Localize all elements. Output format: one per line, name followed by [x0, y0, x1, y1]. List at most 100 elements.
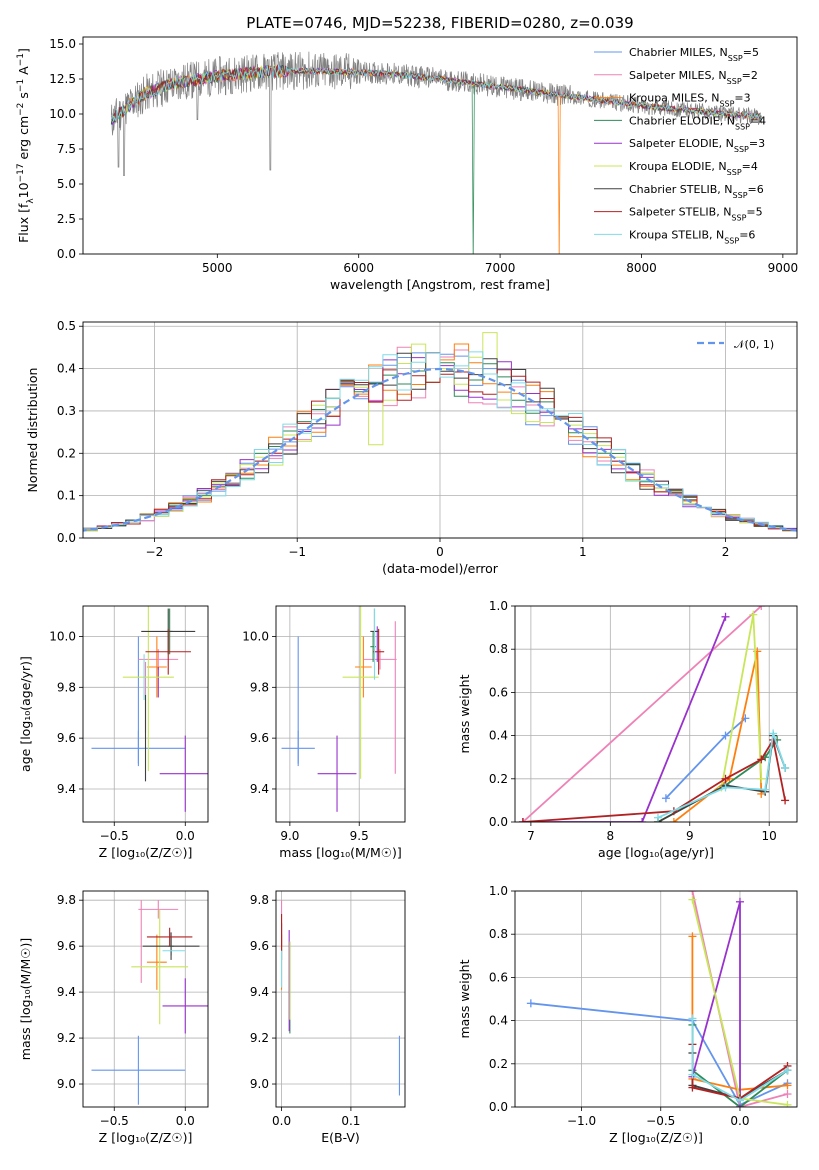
- legend-label-base: Chabrier ELODIE, N: [629, 114, 735, 127]
- axes-frame: [82, 890, 209, 1108]
- y-tick-label: 0.8: [489, 927, 508, 941]
- x-tick-label: 0.0: [730, 1114, 749, 1128]
- y-tick-label: 0.6: [489, 970, 508, 984]
- y-tick-label: 9.8: [250, 893, 269, 907]
- y-tick-label: 9.6: [57, 731, 76, 745]
- mass-vs-extinction-panel: 0.0 0.1 9.0 9.2 9.4 9.6 9.8 E(B-V): [250, 890, 406, 1145]
- x-axis-label: wavelength [Angstrom, rest frame]: [330, 277, 550, 292]
- y-axis-label-part: erg cm: [16, 116, 31, 164]
- y-tick-label: 9.6: [250, 731, 269, 745]
- weight-line-0: [530, 1002, 788, 1106]
- legend-label-tail: =5: [743, 46, 759, 59]
- y-tick-label: 9.8: [250, 680, 269, 694]
- legend-label-1: Salpeter MILES, NSSP=2: [629, 69, 758, 86]
- plot-area: [91, 606, 208, 812]
- residual-histogram-8: [83, 351, 797, 534]
- residuals-panel: −2 −1 0 1 2 0.0 0.1 0.2 0.3 0.4 0.5 (data-model)/er…: [25, 319, 798, 576]
- plot-area: [518, 606, 790, 822]
- x-tick-label: 7: [527, 829, 535, 843]
- x-tick-label: 0.1: [341, 1114, 360, 1128]
- y-tick-label: 0.4: [489, 1014, 508, 1028]
- x-tick-label: −2: [146, 545, 164, 559]
- y-tick-label: 7.5: [57, 142, 76, 156]
- legend-label-8: Kroupa STELIB, NSSP=6: [629, 228, 755, 245]
- x-tick-label: 0.0: [176, 829, 195, 843]
- y-tick-label: 10.0: [49, 107, 76, 121]
- y-tick-label: 10.0: [49, 629, 76, 643]
- x-tick-label: −1.0: [567, 1114, 596, 1128]
- y-tick-label: 15.0: [49, 37, 76, 51]
- model-spectrum-8: [110, 64, 763, 122]
- y-axis-label: mass [log₁₀(M/M☉)]: [18, 938, 33, 1060]
- weight-vs-age-panel: 7 8 9 10 0.0 0.2 0.4 0.6 0.8 1.0 age [log₁₀(age/yr…: [457, 599, 798, 860]
- legend-label-normal: 𝒩(0, 1): [734, 338, 774, 351]
- legend-label-base: Chabrier STELIB, N: [629, 183, 733, 196]
- legend-label-sub: SSP: [724, 236, 739, 245]
- y-axis-label-part: −1: [16, 53, 26, 66]
- legend-label-base: Salpeter STELIB, N: [629, 206, 731, 219]
- x-tick-label: 8000: [626, 261, 657, 275]
- y-tick-label: 1.0: [489, 884, 508, 898]
- x-tick-label: 0.0: [272, 1114, 291, 1128]
- y-tick-label: 9.2: [57, 1031, 76, 1045]
- y-axis-label-part: −1: [16, 79, 26, 92]
- legend-label-sub: SSP: [733, 190, 748, 199]
- normal-curve: [83, 367, 797, 532]
- x-tick-label: 9.5: [350, 829, 369, 843]
- y-tick-label: 0.6: [489, 685, 508, 699]
- legend-label-tail: =4: [750, 114, 766, 127]
- axes-frame: [275, 605, 406, 823]
- axes-frame: [514, 890, 798, 1108]
- y-tick-label: 0.0: [57, 247, 76, 261]
- x-tick-label: −0.5: [646, 1114, 675, 1128]
- y-tick-label: 0.4: [489, 729, 508, 743]
- x-tick-label: 10: [762, 829, 777, 843]
- y-tick-label: 0.0: [57, 531, 76, 545]
- y-tick-label: 2.5: [57, 212, 76, 226]
- y-tick-label: 12.5: [49, 72, 76, 86]
- x-axis-label: (data-model)/error: [382, 561, 499, 576]
- x-tick-label: 7000: [485, 261, 516, 275]
- y-tick-label: 0.2: [489, 1057, 508, 1071]
- y-axis-label-part: ]: [16, 48, 31, 53]
- y-tick-label: 0.4: [57, 362, 76, 376]
- y-tick-label: 9.4: [250, 985, 269, 999]
- legend-label-7: Salpeter STELIB, NSSP=5: [629, 206, 763, 223]
- y-axis-label-part: −2: [16, 103, 26, 116]
- x-tick-label: 9.0: [280, 829, 299, 843]
- y-tick-label: 5.0: [57, 177, 76, 191]
- legend-label-sub: SSP: [735, 122, 750, 131]
- y-tick-label: 0.2: [489, 772, 508, 786]
- legend-label-tail: =6: [748, 183, 764, 196]
- legend-label-sub: SSP: [731, 213, 746, 222]
- weight-line-8: [657, 733, 786, 819]
- legend-label-base: Chabrier MILES, N: [629, 46, 728, 59]
- legend-label-tail: =3: [734, 92, 750, 105]
- legend-label-sub: SSP: [719, 99, 734, 108]
- x-axis-label: mass [log₁₀(M/M☉)]: [279, 845, 401, 860]
- y-axis-label: age [log₁₀(age/yr)]: [18, 656, 33, 772]
- x-tick-label: 8: [607, 829, 615, 843]
- legend-label-sub: SSP: [727, 168, 742, 177]
- plot-area: [281, 606, 397, 812]
- legend-label-2: Kroupa MILES, NSSP=3: [629, 92, 751, 109]
- x-tick-label: −0.5: [100, 1114, 129, 1128]
- y-axis-label-part: −17: [16, 163, 26, 182]
- y-tick-label: 9.6: [57, 939, 76, 953]
- plot-area: [91, 900, 208, 1105]
- y-axis-label: Flux [fλ10−17 erg cm−2 s−1 A−1]: [16, 48, 36, 243]
- y-tick-label: 0.1: [57, 489, 76, 503]
- y-tick-label: 9.8: [57, 893, 76, 907]
- age-vs-mass-panel: 9.0 9.5 9.4 9.6 9.8 10.0 mass [log₁₀(M/M☉)]: [242, 605, 406, 860]
- y-tick-label: 9.2: [250, 1031, 269, 1045]
- legend-label-base: Salpeter MILES, N: [629, 69, 727, 82]
- axes-frame: [82, 605, 209, 823]
- legend-label-6: Chabrier STELIB, NSSP=6: [629, 183, 764, 200]
- y-tick-label: 9.4: [250, 782, 269, 796]
- y-tick-label: 0.0: [489, 1100, 508, 1114]
- y-axis-label-part: A: [16, 66, 31, 79]
- axes-frame: [275, 890, 406, 1108]
- axes-frame: [514, 605, 798, 823]
- figure-title: PLATE=0746, MJD=52238, FIBERID=0280, z=0…: [246, 14, 633, 32]
- x-tick-label: 1: [579, 545, 587, 559]
